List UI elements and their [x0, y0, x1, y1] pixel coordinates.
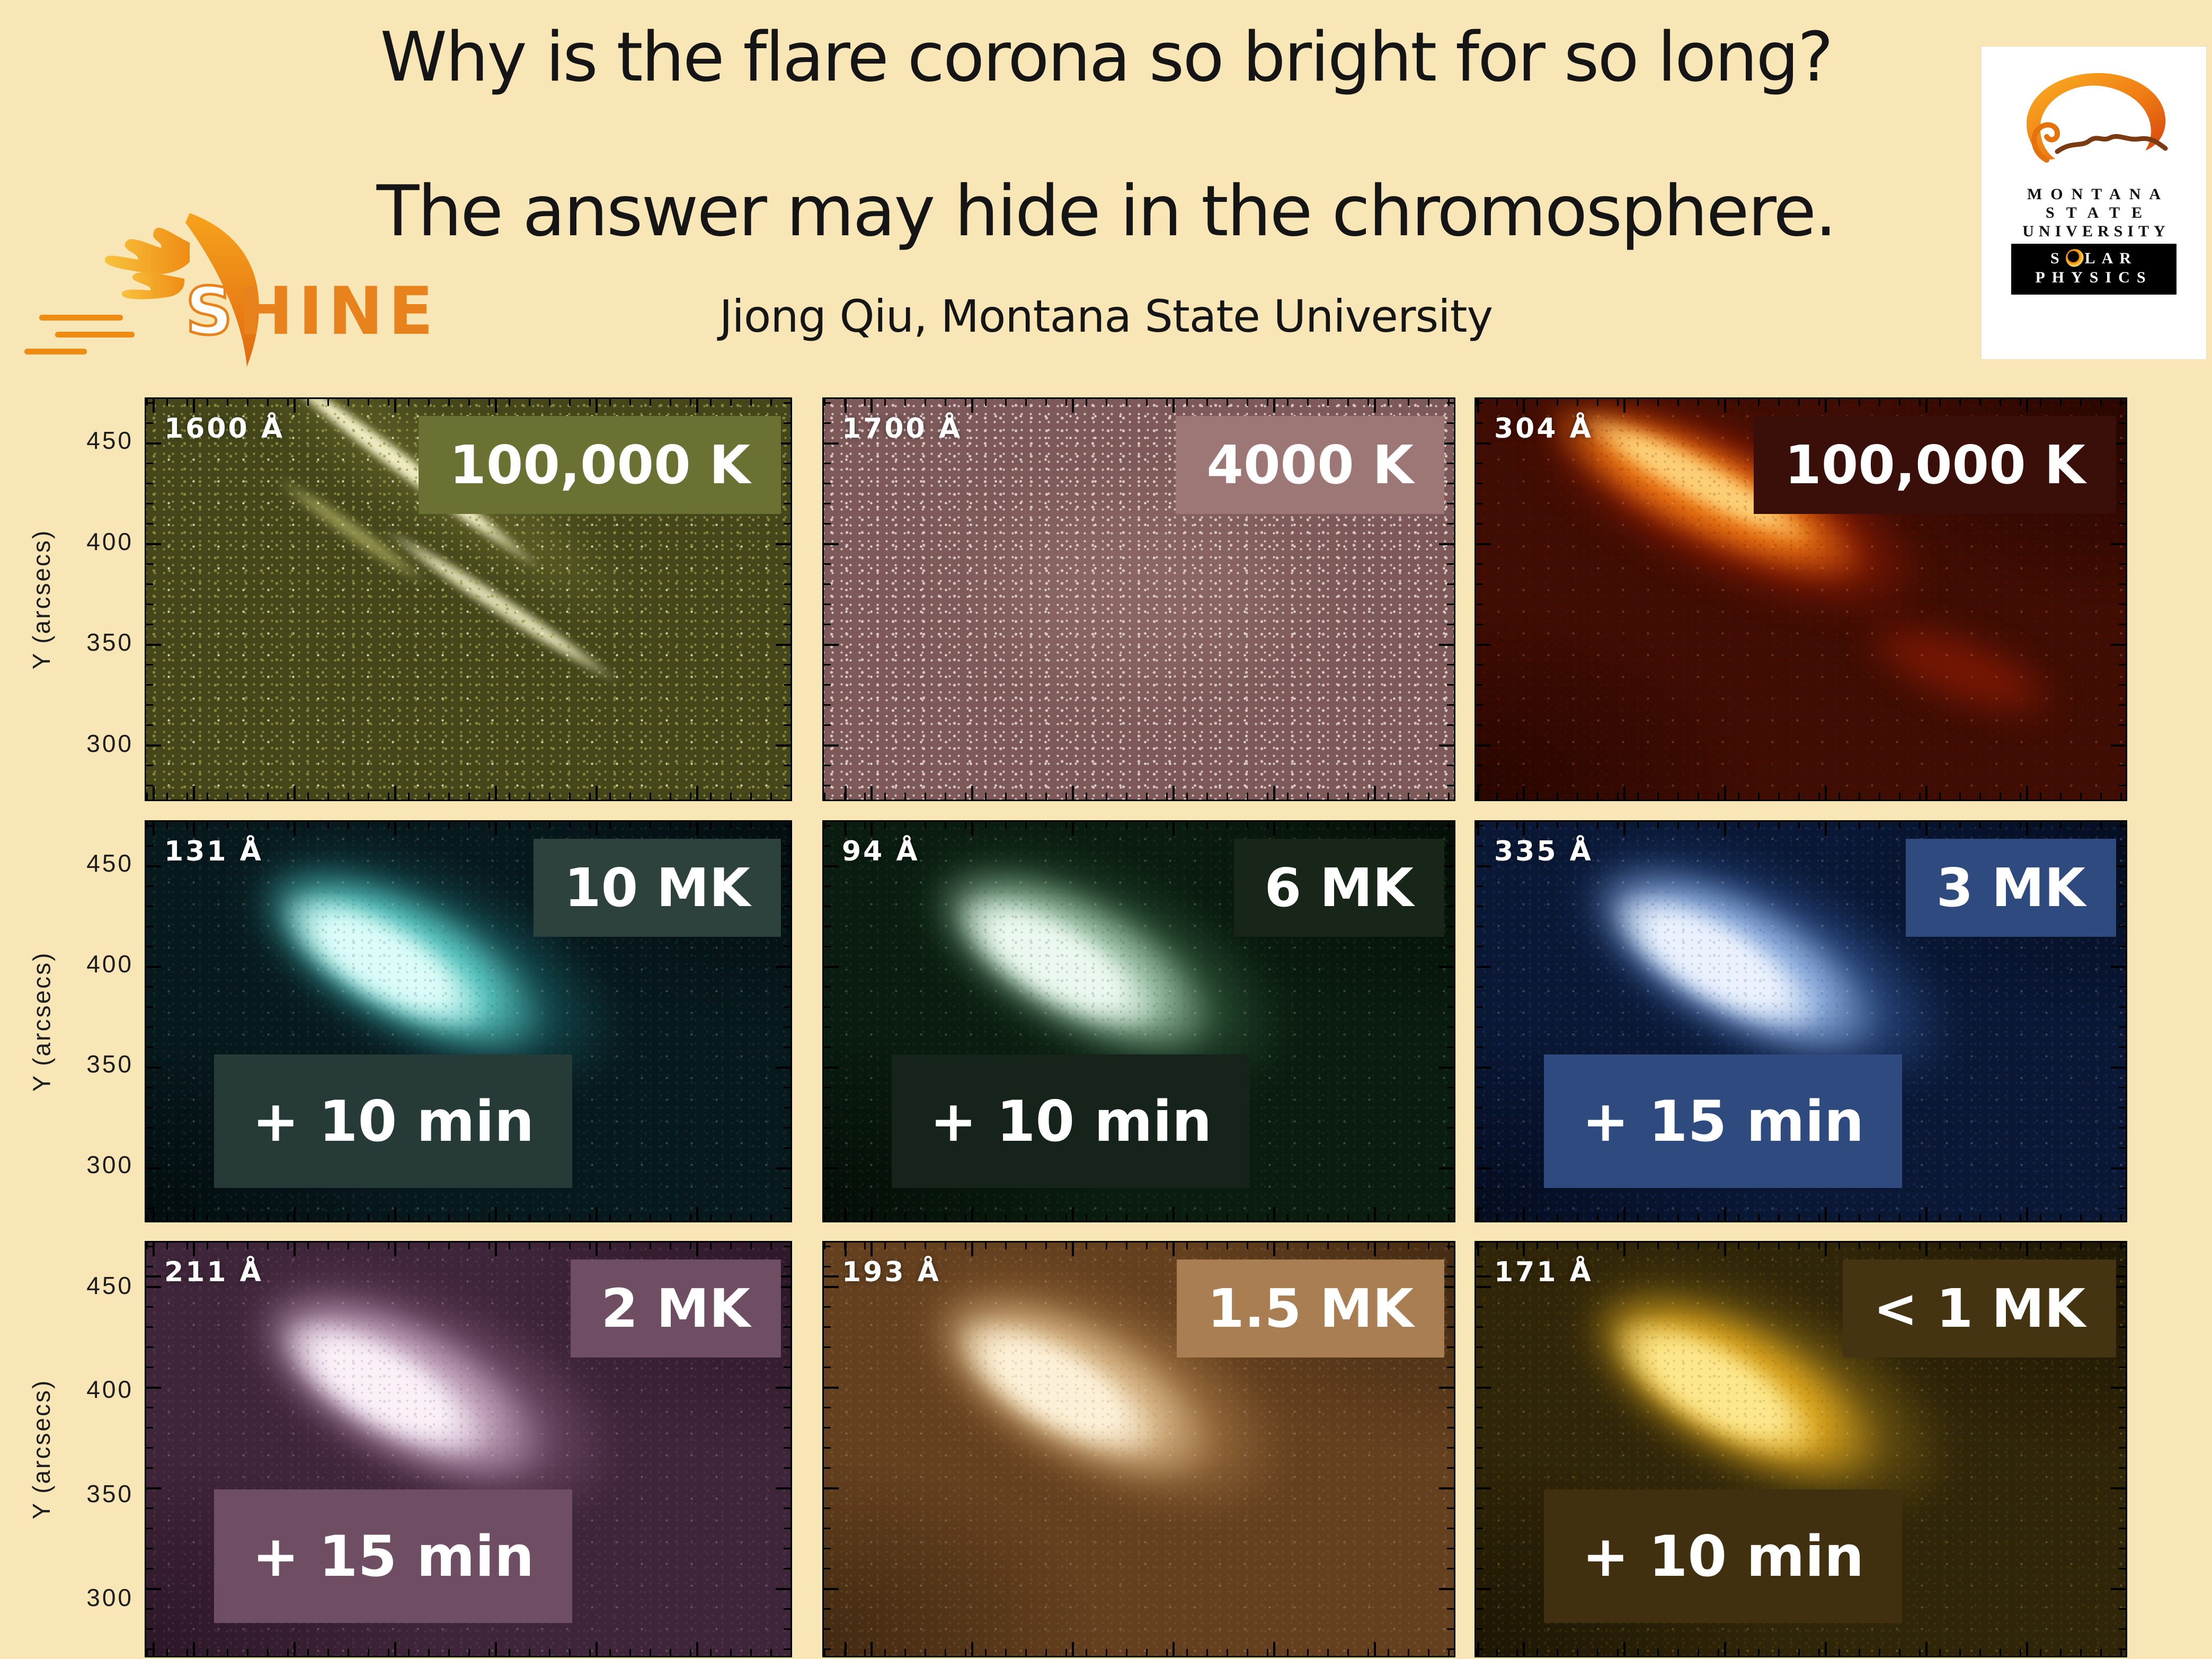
wavelength-label: 131 Å	[164, 836, 263, 867]
time-offset-badge: + 10 min	[214, 1054, 573, 1188]
temperature-badge: 6 MK	[1233, 839, 1444, 937]
y-axis-tick-label: 350	[86, 1479, 134, 1507]
solar-image-panel: 171 Å < 1 MK + 10 min	[1474, 1241, 2127, 1657]
temperature-badge: < 1 MK	[1843, 1259, 2116, 1358]
wavelength-label: 335 Å	[1494, 836, 1593, 867]
y-axis-label: Y (arcsecs)	[28, 951, 55, 1092]
y-axis-tick-label: 450	[86, 427, 134, 455]
wavelength-label: 1600 Å	[164, 413, 285, 445]
solar-image-panel: 94 Å 6 MK + 10 min	[822, 820, 1455, 1222]
y-axis-label: Y (arcsecs)	[28, 1379, 55, 1520]
wavelength-label: 1700 Å	[842, 413, 963, 445]
y-axis-tick-label: 300	[86, 729, 134, 757]
solar-image-panel: 193 Å 1.5 MK	[822, 1241, 1455, 1657]
wavelength-label: 94 Å	[842, 836, 920, 867]
y-axis-tick-label: 450	[86, 1271, 134, 1299]
y-axis-tick-label: 300	[86, 1584, 134, 1612]
temperature-badge: 100,000 K	[419, 416, 781, 514]
time-offset-badge: + 10 min	[1544, 1489, 1903, 1623]
temperature-badge: 3 MK	[1905, 839, 2116, 937]
page-title-line1: Why is the flare corona so bright for so…	[380, 18, 1833, 97]
msu-solar-physics-logo: MONTANA STATE UNIVERSITY S LAR PHYSICS	[1982, 47, 2206, 359]
temperature-badge: 10 MK	[534, 839, 781, 937]
y-axis-tick-label: 400	[86, 527, 134, 555]
y-axis-tick-label: 400	[86, 1376, 134, 1404]
solar-image-panel: 211 Å 2 MK + 15 min	[145, 1241, 792, 1657]
msu-university-text: UNIVERSITY	[2022, 223, 2170, 240]
time-offset-badge: + 10 min	[892, 1054, 1250, 1188]
shine-flame-icon: SHINE	[24, 213, 439, 367]
msu-sun-swirl-icon	[2026, 73, 2168, 163]
msu-state-text: STATE	[2046, 204, 2154, 221]
eclipse-sun-icon	[2065, 249, 2084, 267]
msu-solar-text: S LAR	[2050, 249, 2138, 267]
y-axis-tick-label: 300	[86, 1151, 134, 1179]
msu-montana-text: MONTANA	[2027, 185, 2170, 203]
temperature-badge: 100,000 K	[1754, 416, 2116, 514]
wavelength-label: 171 Å	[1494, 1256, 1593, 1288]
solar-image-panel: 1600 Å 100,000 K	[145, 397, 792, 801]
y-axis-tick-label: 350	[86, 1050, 134, 1078]
temperature-badge: 4000 K	[1176, 416, 1444, 514]
msu-solar-physics-bar: S LAR PHYSICS	[2011, 244, 2177, 295]
solar-image-panel: 131 Å 10 MK + 10 min	[145, 820, 792, 1222]
wavelength-label: 211 Å	[164, 1256, 263, 1288]
solar-image-panel: 335 Å 3 MK + 15 min	[1474, 820, 2127, 1222]
svg-text:SHINE: SHINE	[185, 273, 439, 350]
author-byline: Jiong Qiu, Montana State University	[719, 290, 1494, 342]
temperature-badge: 2 MK	[570, 1259, 781, 1358]
msu-physics-text: PHYSICS	[2035, 269, 2153, 286]
wavelength-label: 193 Å	[842, 1256, 941, 1288]
y-axis-label: Y (arcsecs)	[28, 529, 55, 670]
shine-logo: SHINE	[15, 211, 439, 370]
wavelength-label: 304 Å	[1494, 413, 1593, 445]
time-offset-badge: + 15 min	[1544, 1054, 1903, 1188]
page-title-line2: The answer may hide in the chromosphere.	[376, 171, 1837, 252]
solar-image-panel: 304 Å 100,000 K	[1474, 397, 2127, 801]
time-offset-badge: + 15 min	[214, 1489, 573, 1623]
y-axis-tick-label: 350	[86, 628, 134, 656]
temperature-badge: 1.5 MK	[1177, 1259, 1444, 1358]
solar-image-panel: 1700 Å 4000 K	[822, 397, 1455, 801]
y-axis-tick-label: 450	[86, 849, 134, 877]
y-axis-tick-label: 400	[86, 950, 134, 978]
